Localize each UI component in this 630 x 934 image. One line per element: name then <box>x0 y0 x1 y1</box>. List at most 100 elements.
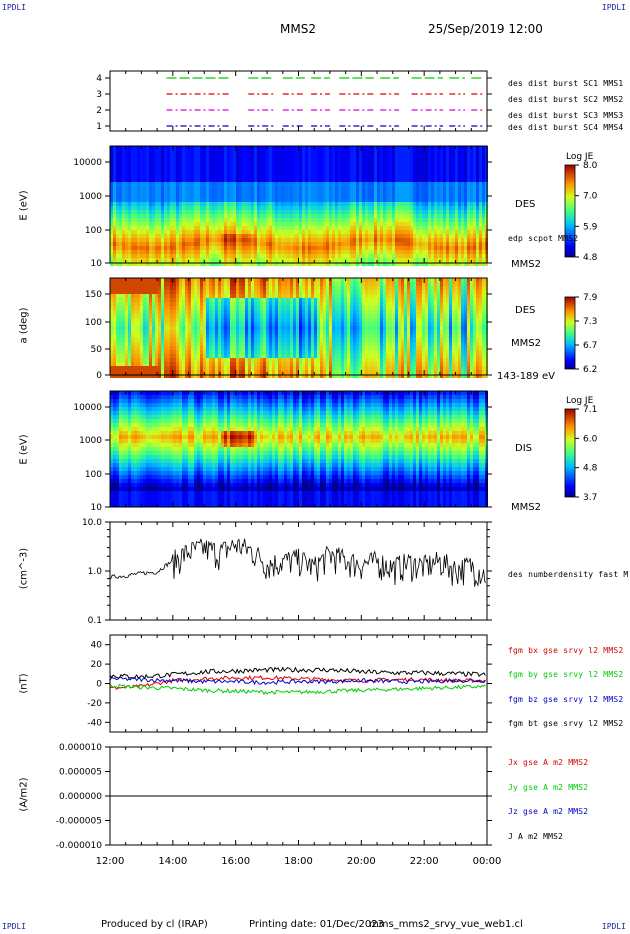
spectrogram-cell <box>287 194 290 198</box>
spectrogram-cell <box>230 330 233 334</box>
spectrogram-cell <box>221 314 224 318</box>
spectrogram-cell <box>149 170 152 174</box>
spectrogram-cell <box>482 234 485 238</box>
spectrogram-cell <box>458 230 461 234</box>
burst-ticklabel: 4 <box>96 74 102 84</box>
spectrogram-cell <box>161 166 164 170</box>
spectrogram-cell <box>389 242 392 246</box>
spectrogram-cell <box>251 218 254 222</box>
spectrogram-cell <box>398 238 401 242</box>
spectrogram-cell <box>389 166 392 170</box>
spectrogram-cell <box>416 262 419 266</box>
spectrogram-cell <box>320 194 323 198</box>
spectrogram-cell <box>254 218 257 222</box>
spectrogram-cell <box>194 290 197 294</box>
spectrogram-cell <box>188 342 191 346</box>
spectrogram-cell <box>206 282 209 286</box>
spectrogram-cell <box>161 238 164 242</box>
spectrogram-cell <box>176 286 179 290</box>
spectrogram-cell <box>233 174 236 178</box>
spectrogram-cell <box>338 238 341 242</box>
spectrogram-cell <box>125 302 128 306</box>
spectrogram-cell <box>119 186 122 190</box>
spectrogram-cell <box>452 178 455 182</box>
spectrogram-cell <box>290 210 293 214</box>
spectrogram-cell <box>167 286 170 290</box>
spectrogram-cell <box>260 170 263 174</box>
spectrogram-cell <box>158 254 161 258</box>
spectrogram-cell <box>194 146 197 150</box>
spectrogram-cell <box>167 226 170 230</box>
spectrogram-cell <box>383 214 386 218</box>
spectrogram-cell <box>140 166 143 170</box>
spectrogram-cell <box>200 226 203 230</box>
spectrogram-cell <box>479 214 482 218</box>
spectrogram-cell <box>356 234 359 238</box>
spectrogram-cell <box>155 242 158 246</box>
spectrogram-cell <box>164 214 167 218</box>
spectrogram-cell <box>281 166 284 170</box>
spectrogram-cell <box>413 250 416 254</box>
spectrogram-cell <box>137 278 140 282</box>
spectrogram-cell <box>161 330 164 334</box>
spectrogram-cell <box>170 154 173 158</box>
spectrogram-cell <box>197 342 200 346</box>
spectrogram-cell <box>356 206 359 210</box>
spectrogram-cell <box>122 246 125 250</box>
spectrogram-cell <box>224 226 227 230</box>
spectrogram-cell <box>194 334 197 338</box>
spectrogram-cell <box>353 190 356 194</box>
spectrogram-cell <box>140 250 143 254</box>
spectrogram-cell <box>179 234 182 238</box>
spectrogram-cell <box>185 214 188 218</box>
spectrogram-cell <box>128 322 131 326</box>
spectrogram-cell <box>458 170 461 174</box>
spectrogram-cell <box>395 226 398 230</box>
spectrogram-cell <box>197 350 200 354</box>
spectrogram-cell <box>437 202 440 206</box>
spectrogram-cell <box>290 246 293 250</box>
spectrogram-cell <box>359 162 362 166</box>
spectrogram-cell <box>125 238 128 242</box>
spectrogram-cell <box>146 278 149 282</box>
spectrogram-cell <box>416 166 419 170</box>
spectrogram-cell <box>272 202 275 206</box>
spectrogram-cell <box>119 370 122 374</box>
spectrogram-cell <box>188 158 191 162</box>
spectrogram-cell <box>161 194 164 198</box>
spectrogram-cell <box>188 222 191 226</box>
spectrogram-cell <box>398 182 401 186</box>
spectrogram-cell <box>407 182 410 186</box>
spectrogram-cell <box>371 214 374 218</box>
spectrogram-cell <box>131 350 134 354</box>
spectrogram-cell <box>149 174 152 178</box>
spectrogram-cell <box>209 322 212 326</box>
spectrogram-cell <box>314 190 317 194</box>
spectrogram-cell <box>470 222 473 226</box>
spectrogram-cell <box>146 374 149 378</box>
spectrogram-cell <box>161 222 164 226</box>
spectrogram-cell <box>320 258 323 262</box>
spectrogram-cell <box>152 346 155 350</box>
spectrogram-cell <box>431 198 434 202</box>
spectrogram-cell <box>305 214 308 218</box>
spectrogram-cell <box>404 214 407 218</box>
spectrogram-cell <box>452 218 455 222</box>
spectrogram-cell <box>140 366 143 370</box>
spectrogram-cell <box>227 306 230 310</box>
spectrogram-cell <box>182 178 185 182</box>
spectrogram-cell <box>428 202 431 206</box>
spectrogram-cell <box>233 258 236 262</box>
spectrogram-cell <box>227 250 230 254</box>
spectrogram-cell <box>119 310 122 314</box>
spectrogram-cell <box>233 222 236 226</box>
spectrogram-cell <box>203 174 206 178</box>
spectrogram-cell <box>206 182 209 186</box>
spectrogram-cell <box>341 162 344 166</box>
spectrogram-cell <box>320 202 323 206</box>
spectrogram-cell <box>287 146 290 150</box>
spectrogram-cell <box>329 150 332 154</box>
spectrogram-cell <box>158 214 161 218</box>
spectrogram-cell <box>212 202 215 206</box>
spectrogram-cell <box>197 174 200 178</box>
